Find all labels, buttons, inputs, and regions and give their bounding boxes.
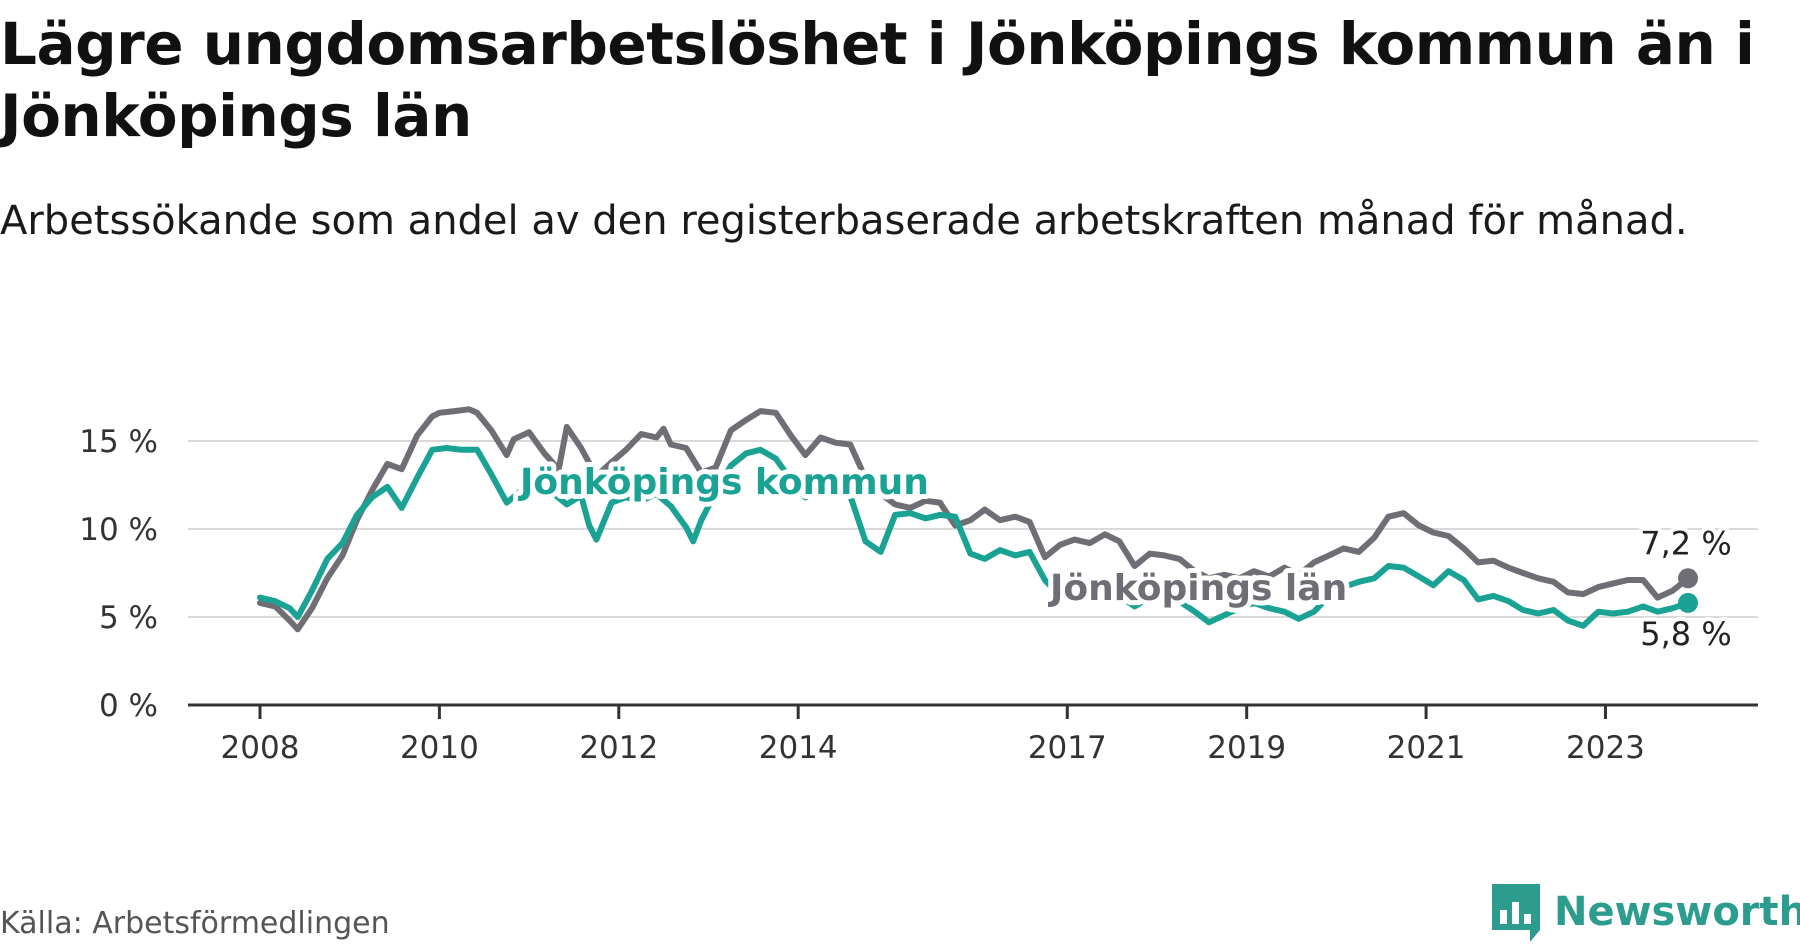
end-label-kommun-halo: 5,8 % — [1640, 615, 1731, 653]
end-point-lan — [1678, 568, 1698, 589]
chart-title: Lägre ungdomsarbetslöshet i Jönköpings k… — [0, 10, 1755, 150]
gridlines — [188, 440, 1758, 707]
x-tick-label: 2021 — [1387, 730, 1466, 766]
x-tick-label: 2012 — [579, 730, 658, 766]
chart-subtitle: Arbetssökande som andel av den registerb… — [0, 198, 1688, 244]
x-tick-label: 2008 — [221, 730, 300, 766]
end-label-lan: 7,2 % — [1640, 524, 1731, 562]
series-label-lan-halo: Jönköpings län — [1047, 568, 1347, 609]
x-tick-label: 2023 — [1566, 730, 1645, 766]
y-tick-label: 5 % — [99, 600, 158, 636]
x-tick-label: 2019 — [1207, 730, 1286, 766]
end-point-kommun — [1678, 592, 1698, 613]
series-label-kommun: Jönköpings kommun — [517, 462, 929, 503]
x-tick-label: 2010 — [400, 730, 479, 766]
end-label-lan-halo: 7,2 % — [1640, 524, 1731, 562]
series-line-kommun — [257, 445, 1691, 629]
x-tick-label: 2017 — [1028, 730, 1107, 766]
brand-name: Newsworthy — [1554, 889, 1800, 935]
y-tick-label: 0 % — [99, 688, 158, 724]
newsworthy-logo-icon — [1492, 884, 1540, 942]
series-label-kommun-halo: Jönköpings kommun — [517, 462, 929, 503]
x-axis-ticks: 2008 2010 2012 2014 2017 2019 2021 2023 — [221, 705, 1645, 766]
series-lines — [257, 406, 1698, 633]
brand-logo: Newsworthy — [1490, 880, 1800, 944]
y-tick-label: 10 % — [79, 512, 158, 548]
x-tick-label: 2014 — [759, 730, 838, 766]
end-label-kommun: 5,8 % — [1640, 615, 1731, 653]
source-note: Källa: Arbetsförmedlingen — [0, 906, 390, 941]
y-tick-label: 15 % — [79, 424, 158, 460]
y-axis-ticks: 0 % 5 % 10 % 15 % — [79, 424, 158, 724]
series-label-lan: Jönköpings län — [1047, 568, 1347, 609]
